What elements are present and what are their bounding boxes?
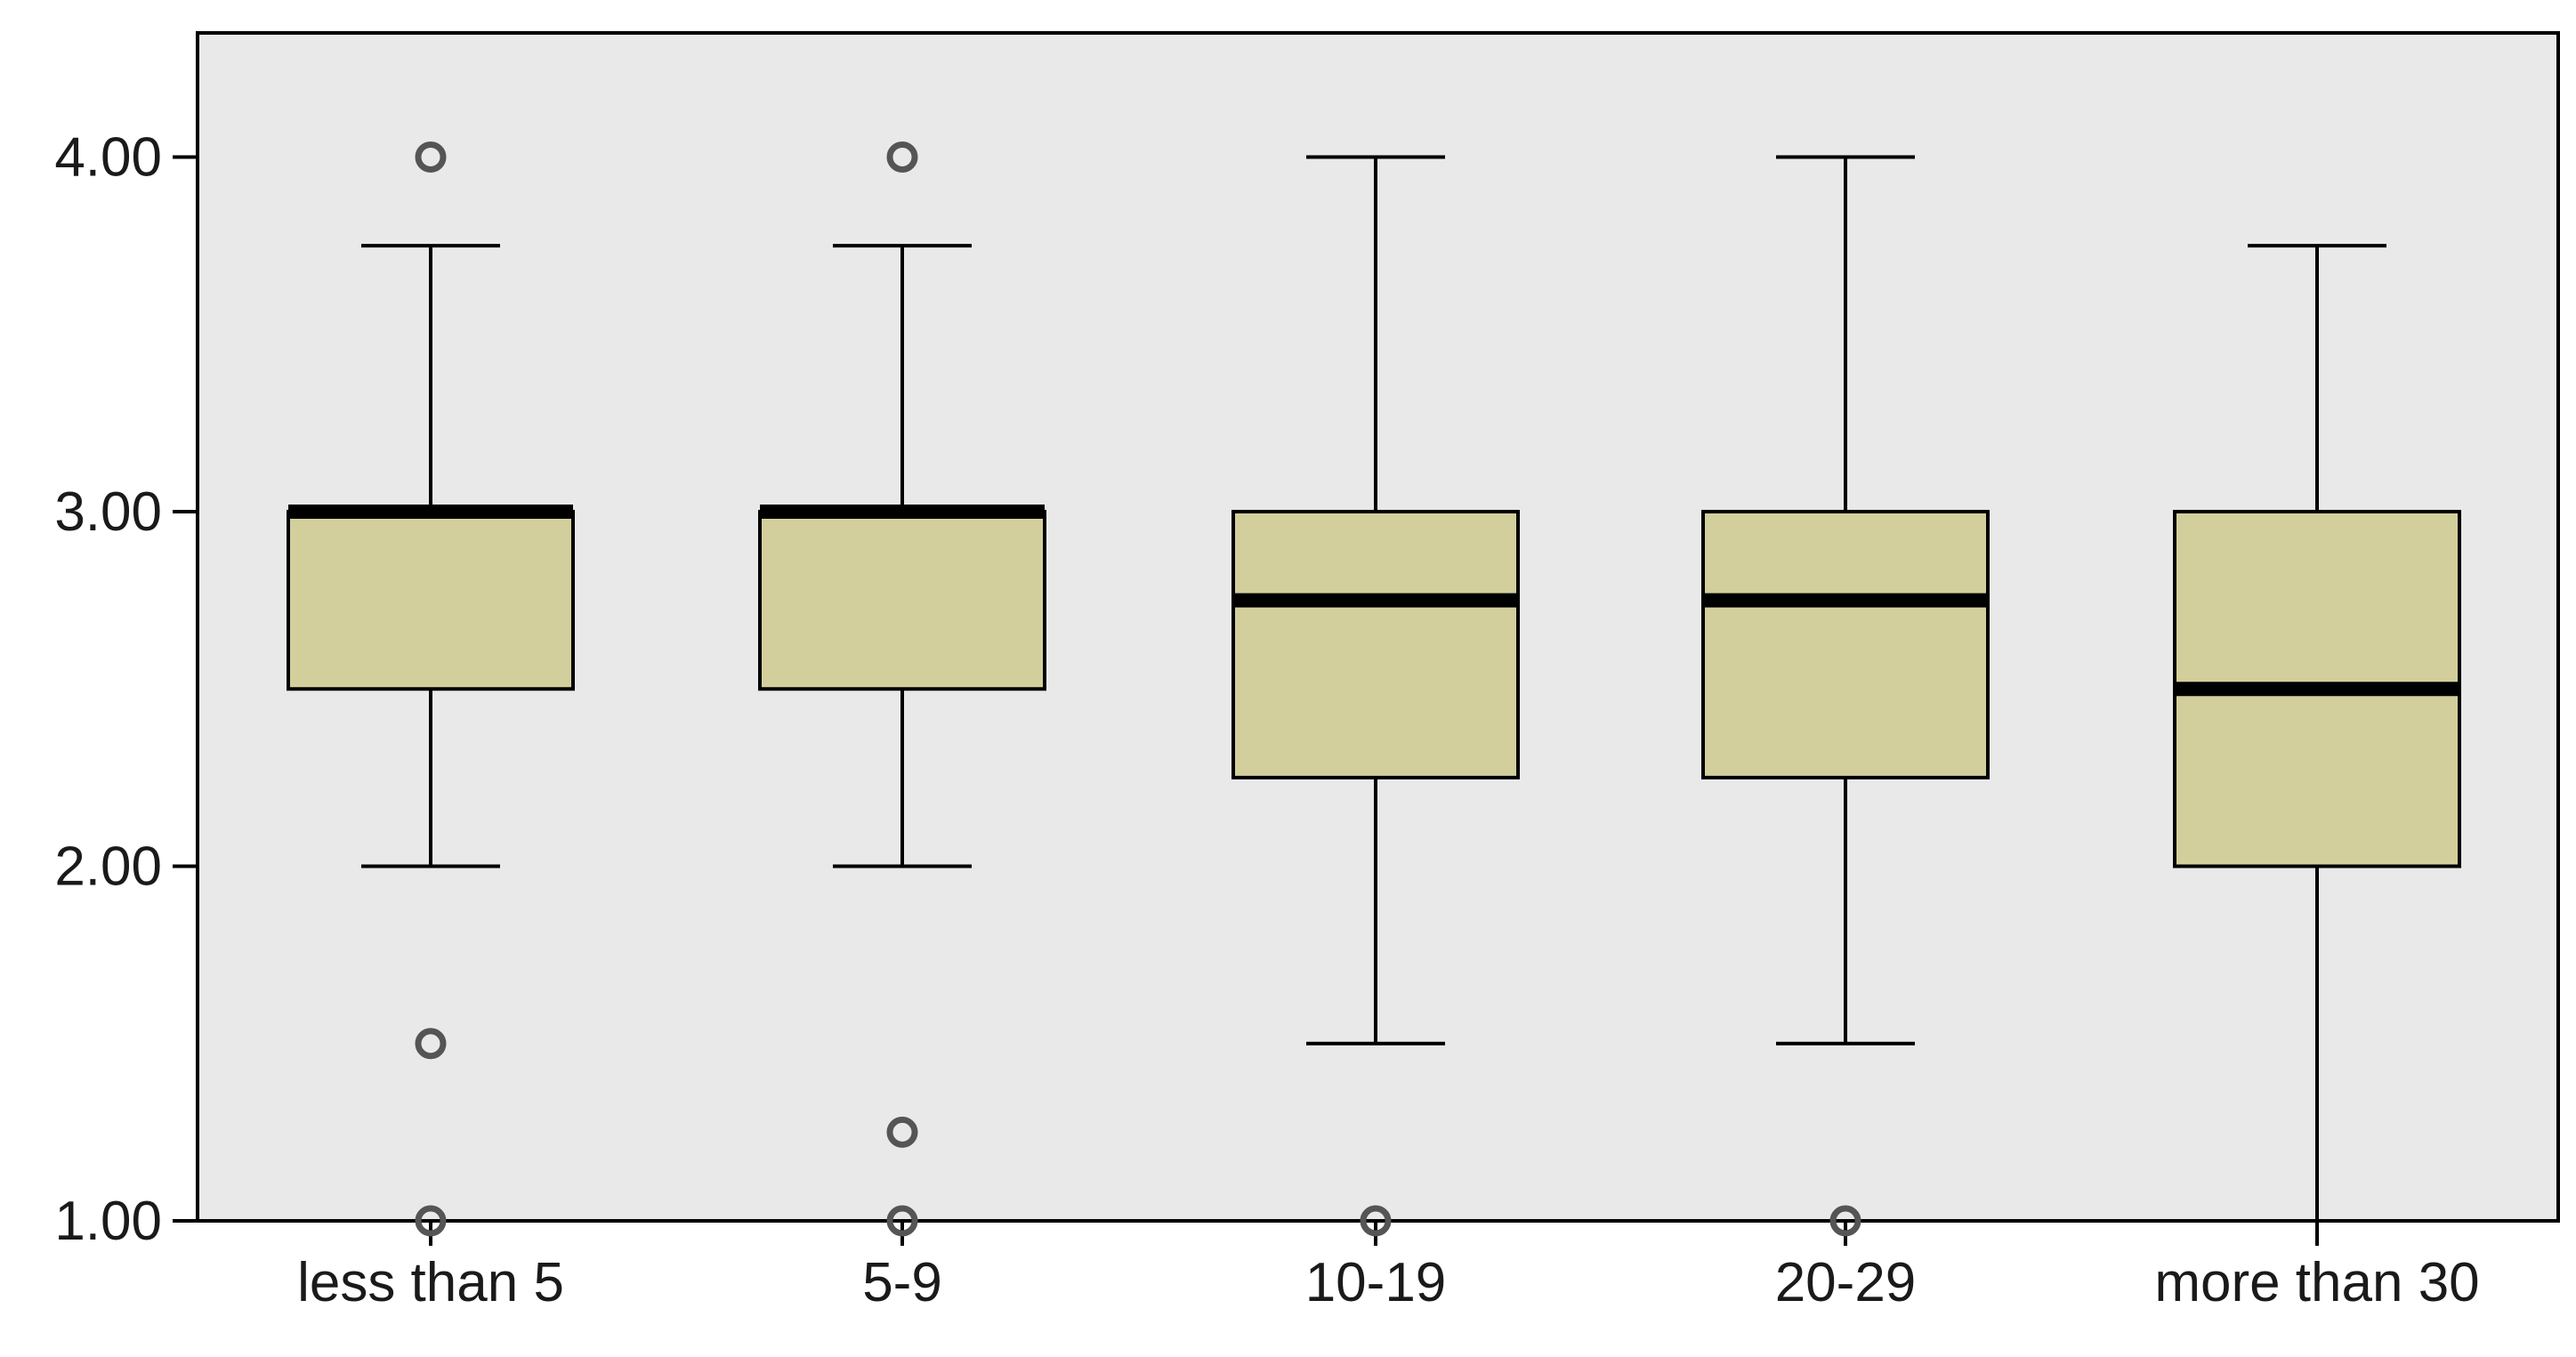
y-tick-label: 2.00 <box>54 836 162 897</box>
y-tick-label: 1.00 <box>54 1191 162 1252</box>
box-group <box>1231 155 1520 1237</box>
outlier-point <box>415 1028 447 1060</box>
x-tick-label: less than 5 <box>297 1252 564 1313</box>
box-iqr <box>287 509 575 691</box>
x-tick-label: 20-29 <box>1775 1252 1917 1313</box>
box-group <box>1701 155 1990 1237</box>
outlier-point <box>886 1205 918 1237</box>
x-tick-label: more than 30 <box>2154 1252 2479 1313</box>
outlier-point <box>886 141 918 173</box>
box-iqr <box>758 509 1046 691</box>
outlier-point <box>415 141 447 173</box>
x-tick-label: 10-19 <box>1305 1252 1447 1313</box>
box-iqr <box>1231 509 1520 779</box>
box-group <box>2173 244 2461 1221</box>
outlier-point <box>1829 1205 1861 1237</box>
box-group <box>287 141 575 1237</box>
x-axis: less than 5 5-9 10-19 20-29 more than 30 <box>297 1221 2480 1313</box>
x-tick-label: 5-9 <box>862 1252 942 1313</box>
y-tick-label: 3.00 <box>54 481 162 543</box>
outlier-point <box>886 1116 918 1148</box>
outlier-point <box>415 1205 447 1237</box>
box-series <box>287 141 2461 1237</box>
y-tick-label: 4.00 <box>54 126 162 188</box>
outlier-point <box>1360 1205 1392 1237</box>
box-group <box>758 141 1046 1237</box>
y-axis: 1.00 2.00 3.00 4.00 <box>54 126 198 1252</box>
box-iqr <box>1701 509 1990 779</box>
